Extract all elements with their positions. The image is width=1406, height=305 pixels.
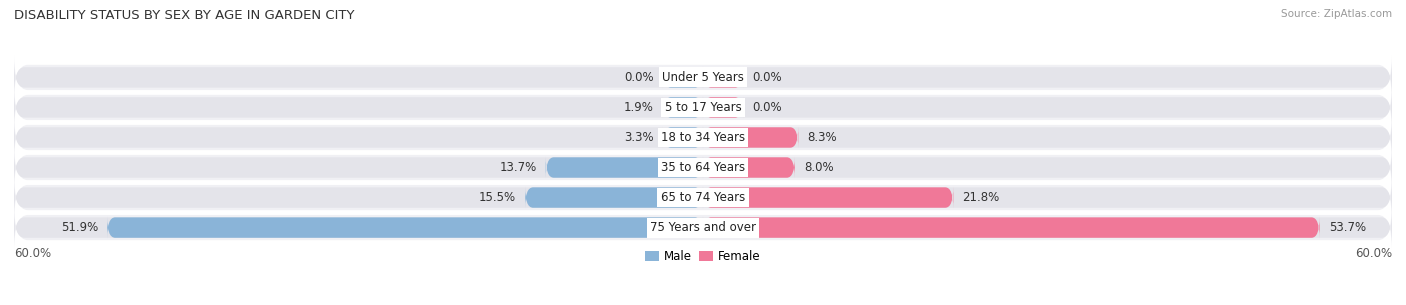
Text: 8.3%: 8.3% <box>807 131 837 144</box>
Legend: Male, Female: Male, Female <box>641 245 765 267</box>
FancyBboxPatch shape <box>546 157 703 178</box>
Text: 8.0%: 8.0% <box>804 161 834 174</box>
Text: 18 to 34 Years: 18 to 34 Years <box>661 131 745 144</box>
FancyBboxPatch shape <box>703 187 953 208</box>
Text: 75 Years and over: 75 Years and over <box>650 221 756 234</box>
FancyBboxPatch shape <box>14 54 1392 101</box>
FancyBboxPatch shape <box>14 114 1392 161</box>
FancyBboxPatch shape <box>662 127 703 148</box>
Text: 0.0%: 0.0% <box>752 101 782 114</box>
FancyBboxPatch shape <box>662 66 703 88</box>
Text: 0.0%: 0.0% <box>624 71 654 84</box>
FancyBboxPatch shape <box>662 97 703 118</box>
FancyBboxPatch shape <box>14 151 1392 184</box>
FancyBboxPatch shape <box>14 174 1392 221</box>
Text: 53.7%: 53.7% <box>1329 221 1365 234</box>
FancyBboxPatch shape <box>14 204 1392 251</box>
FancyBboxPatch shape <box>703 66 744 88</box>
Text: Under 5 Years: Under 5 Years <box>662 71 744 84</box>
Text: 1.9%: 1.9% <box>624 101 654 114</box>
FancyBboxPatch shape <box>14 144 1392 191</box>
FancyBboxPatch shape <box>703 217 1320 239</box>
Text: 65 to 74 Years: 65 to 74 Years <box>661 191 745 204</box>
FancyBboxPatch shape <box>14 84 1392 131</box>
FancyBboxPatch shape <box>14 91 1392 124</box>
Text: 13.7%: 13.7% <box>499 161 537 174</box>
FancyBboxPatch shape <box>14 211 1392 244</box>
Text: 51.9%: 51.9% <box>60 221 98 234</box>
Text: 0.0%: 0.0% <box>752 71 782 84</box>
Text: Source: ZipAtlas.com: Source: ZipAtlas.com <box>1281 9 1392 19</box>
FancyBboxPatch shape <box>14 61 1392 94</box>
Text: 60.0%: 60.0% <box>1355 247 1392 260</box>
Text: 3.3%: 3.3% <box>624 131 654 144</box>
FancyBboxPatch shape <box>107 217 703 239</box>
FancyBboxPatch shape <box>703 97 744 118</box>
Text: 60.0%: 60.0% <box>14 247 51 260</box>
FancyBboxPatch shape <box>14 121 1392 154</box>
Text: 21.8%: 21.8% <box>963 191 1000 204</box>
FancyBboxPatch shape <box>524 187 703 208</box>
FancyBboxPatch shape <box>14 181 1392 214</box>
Text: 35 to 64 Years: 35 to 64 Years <box>661 161 745 174</box>
FancyBboxPatch shape <box>703 127 799 148</box>
Text: DISABILITY STATUS BY SEX BY AGE IN GARDEN CITY: DISABILITY STATUS BY SEX BY AGE IN GARDE… <box>14 9 354 22</box>
Text: 15.5%: 15.5% <box>478 191 516 204</box>
Text: 5 to 17 Years: 5 to 17 Years <box>665 101 741 114</box>
FancyBboxPatch shape <box>703 157 794 178</box>
